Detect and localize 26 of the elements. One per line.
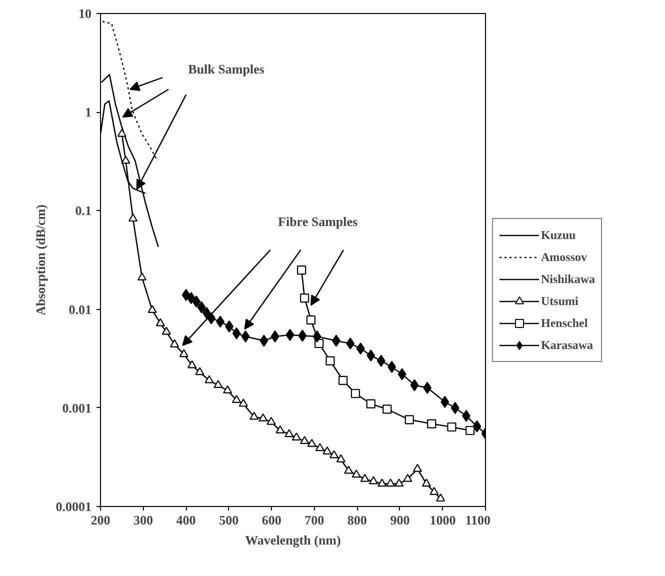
legend-label: Utsumi (541, 294, 578, 308)
legend-label: Nishikawa (541, 272, 596, 286)
y-tick-label: 0.0001 (56, 499, 92, 514)
x-axis-title: Wavelength (nm) (245, 532, 341, 548)
x-tick-label: 800 (347, 512, 367, 528)
x-tick-label: 1100 (465, 512, 491, 528)
y-tick-label: 0.1 (75, 203, 92, 218)
y-tick-label: 10 (78, 6, 92, 21)
legend-label: Kuzuu (541, 228, 576, 242)
legend-label: Karasawa (541, 338, 593, 352)
x-tick-label: 400 (176, 512, 196, 528)
y-tick-label: 0.001 (62, 400, 92, 416)
x-tick-label: 200 (90, 512, 110, 528)
annotation: Fibre Samples (278, 214, 358, 230)
y-axis-title: Absorption (dB/cm) (32, 204, 48, 316)
legend-label: Henschel (541, 316, 588, 330)
y-tick-label: 1 (85, 104, 92, 120)
x-tick-label: 600 (262, 512, 282, 528)
x-tick-label: 300 (134, 512, 154, 528)
x-tick-label: 500 (219, 512, 239, 528)
x-tick-label: 900 (390, 512, 410, 528)
y-tick-label: 0.01 (68, 302, 92, 317)
x-tick-label: 700 (304, 512, 324, 528)
legend-label: Amossov (541, 250, 588, 264)
annotation: Bulk Samples (188, 61, 264, 76)
x-tick-label: 1000 (430, 512, 456, 528)
